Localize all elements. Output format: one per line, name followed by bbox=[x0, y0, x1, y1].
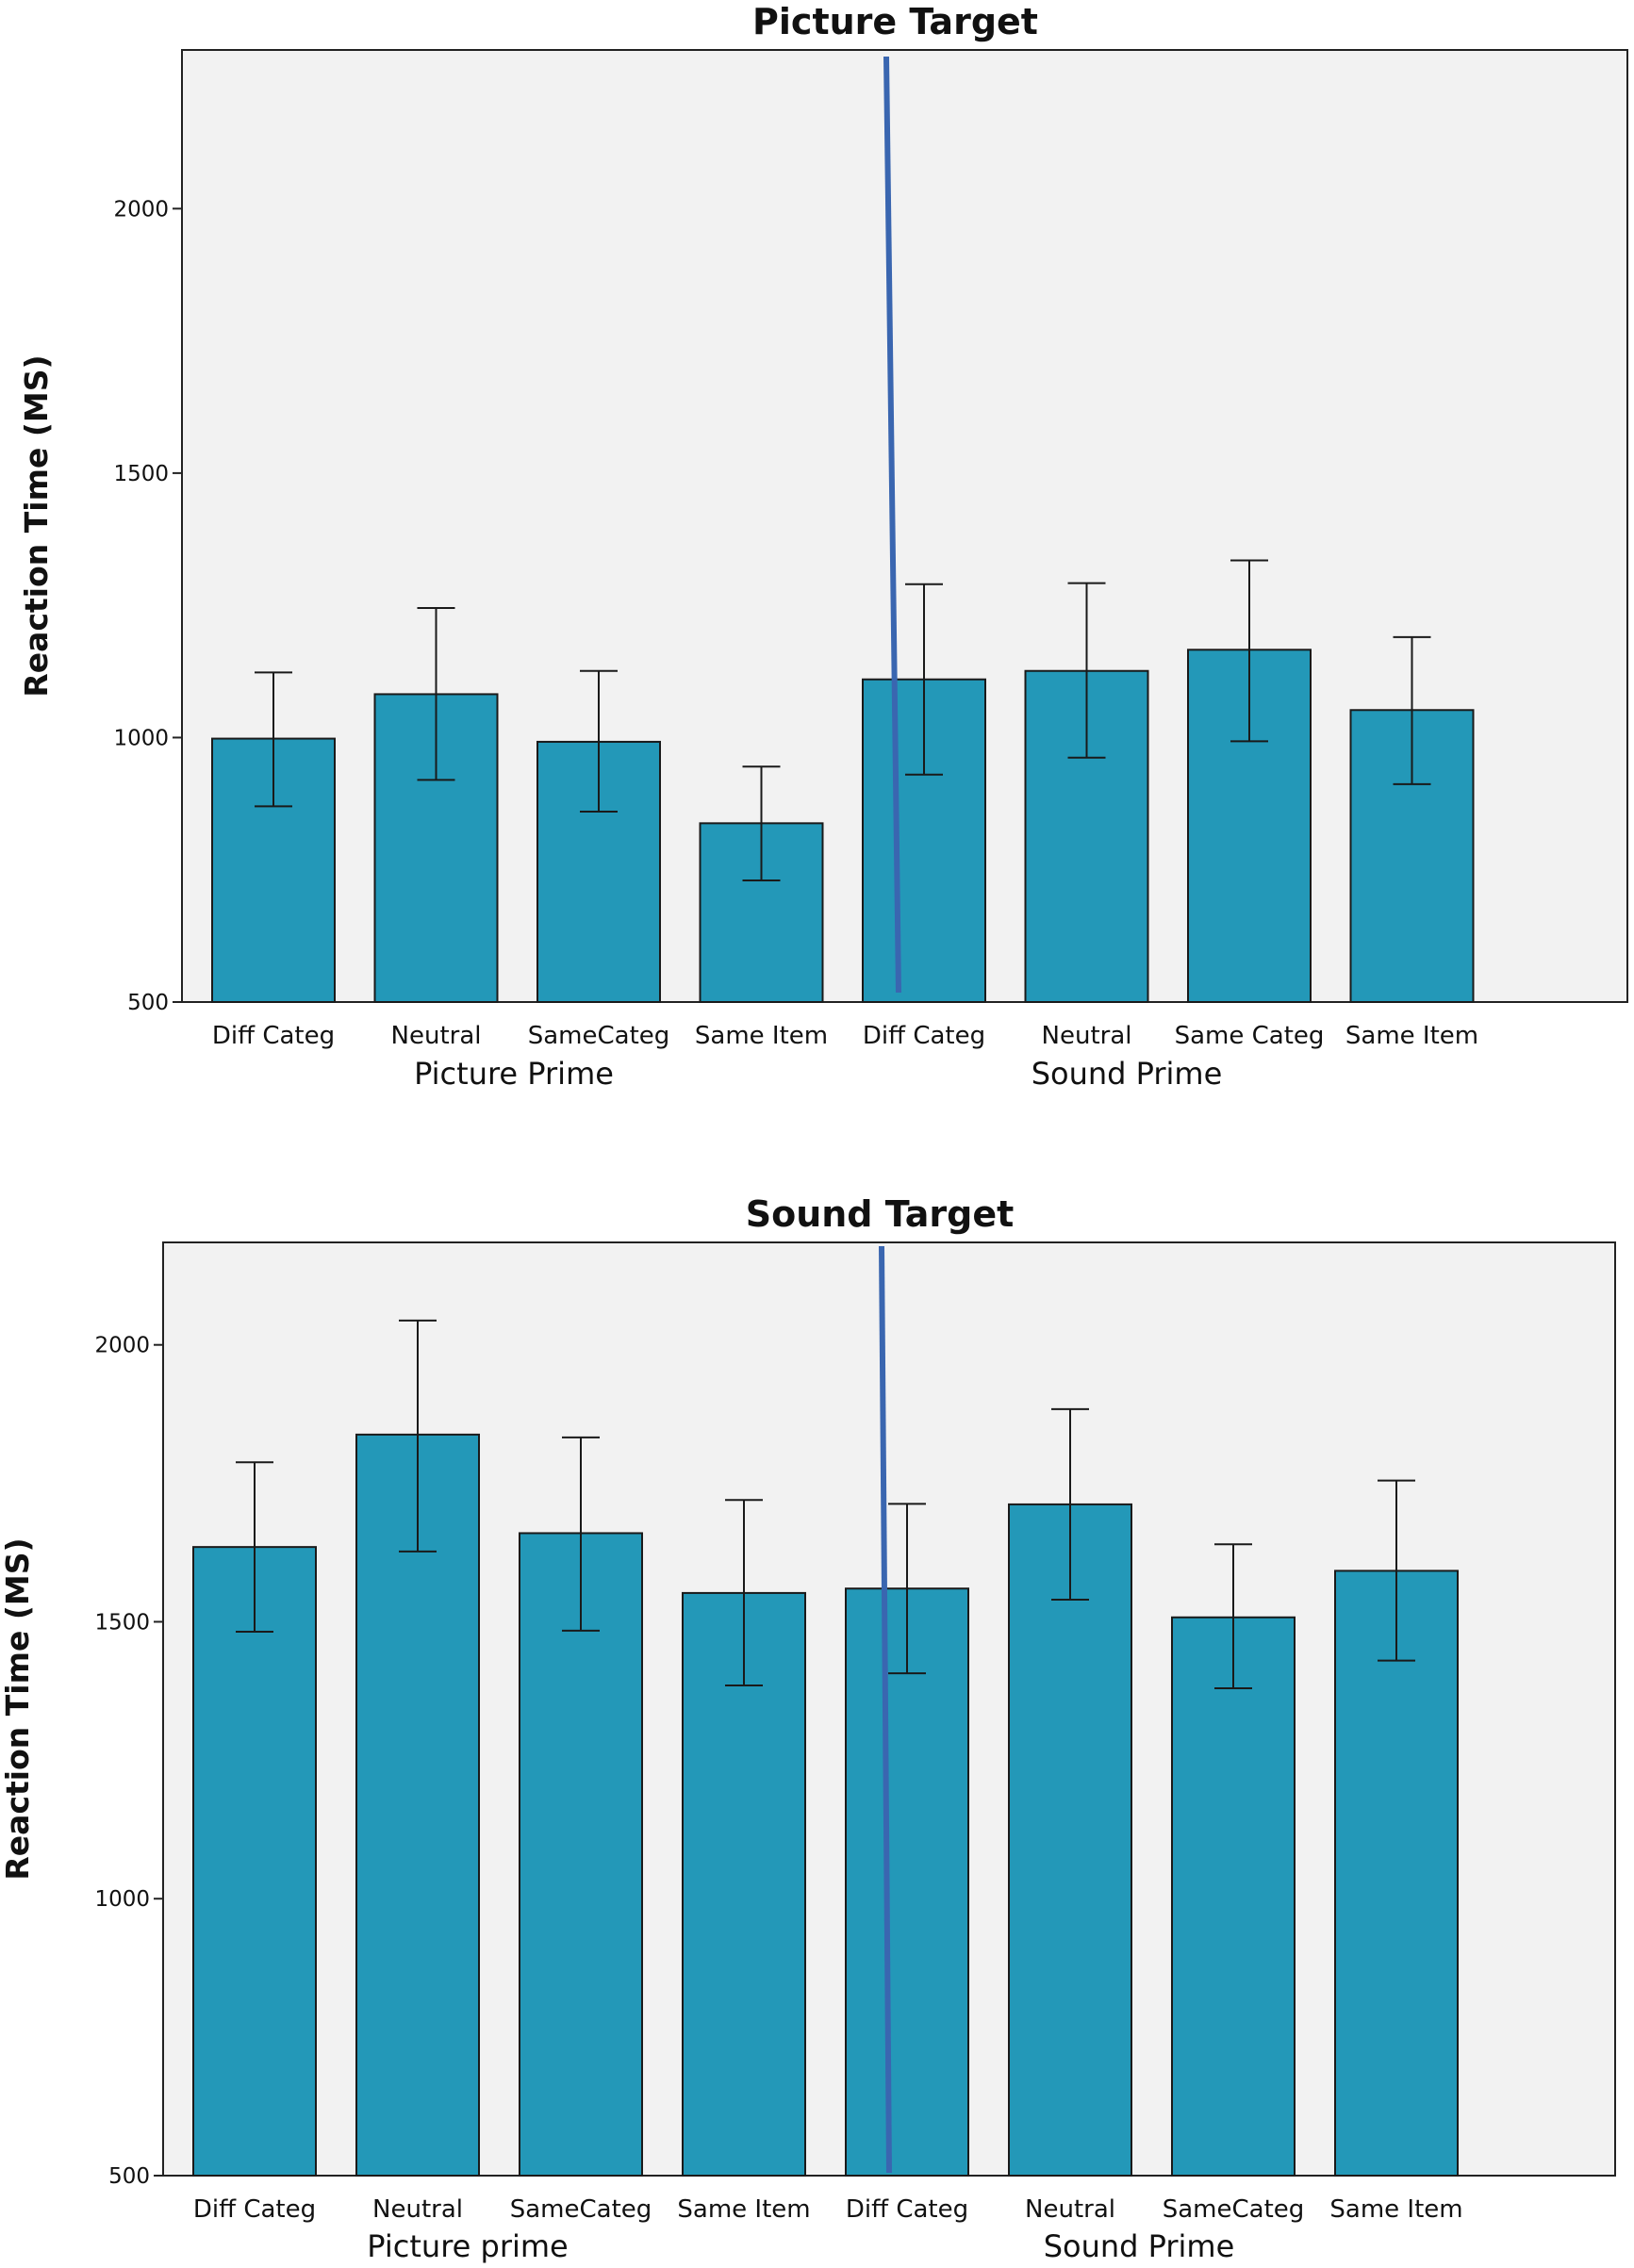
y-tick-label: 1500 bbox=[113, 462, 169, 486]
bar bbox=[682, 1591, 806, 2178]
group-label: Sound Prime bbox=[1032, 1056, 1223, 1092]
group-label: Sound Prime bbox=[1044, 2228, 1235, 2264]
bar bbox=[1008, 1503, 1132, 2177]
bar bbox=[519, 1532, 643, 2178]
bar bbox=[192, 1546, 317, 2177]
x-tick-label: Neutral bbox=[391, 1022, 482, 1050]
x-tick-label: SameCateg bbox=[528, 1022, 670, 1050]
sound-target-chart: Sound Target Reaction Time (MS) 500 1000 1… bbox=[0, 1193, 1616, 2264]
x-tick-label: Same Item bbox=[695, 1022, 828, 1050]
y-axis-label: Reaction Time (MS) bbox=[18, 354, 55, 697]
x-tick-label: SameCateg bbox=[1163, 2195, 1305, 2224]
x-tick-label: Neutral bbox=[1025, 2195, 1115, 2224]
x-tick-label: Same Item bbox=[1345, 1022, 1478, 1050]
bar bbox=[845, 1587, 969, 2177]
x-tick-label: Same Categ bbox=[1175, 1022, 1325, 1050]
x-tick-label: Diff Categ bbox=[212, 1022, 335, 1050]
x-tick-label: Same Item bbox=[677, 2195, 810, 2224]
x-tick-label: Diff Categ bbox=[846, 2195, 968, 2224]
picture-target-chart: Picture Target Reaction Time (MS) 500 100… bbox=[18, 1, 1628, 1092]
y-tick-label: 1000 bbox=[113, 726, 169, 750]
x-tick-label: Diff Categ bbox=[863, 1022, 985, 1050]
y-tick-label: 500 bbox=[127, 991, 169, 1015]
chart-marks: 500 1000 1500 2000 Diff Categ Neutral SameCate… bbox=[94, 1245, 1463, 2264]
x-tick-label: Same Item bbox=[1329, 2195, 1462, 2224]
chart-title: Picture Target bbox=[752, 1, 1038, 42]
x-tick-label: Neutral bbox=[1042, 1022, 1132, 1050]
x-tick-label: SameCateg bbox=[510, 2195, 652, 2224]
y-tick-label: 500 bbox=[108, 2164, 150, 2189]
y-axis-label: Reaction Time (MS) bbox=[0, 1537, 36, 1880]
x-tick-label: Neutral bbox=[372, 2195, 463, 2224]
y-tick-label: 1000 bbox=[94, 1887, 150, 1912]
group-divider bbox=[879, 1245, 892, 2174]
bar bbox=[1171, 1616, 1296, 2177]
y-tick-label: 2000 bbox=[113, 197, 169, 222]
chart-title: Sound Target bbox=[746, 1193, 1015, 1235]
y-tick-label: 2000 bbox=[94, 1334, 150, 1358]
y-tick-label: 1500 bbox=[94, 1610, 150, 1635]
group-divider bbox=[883, 56, 901, 994]
chart-marks: 500 1000 1500 2000 Diff Categ Neutral SameCate… bbox=[113, 56, 1478, 1092]
bar bbox=[355, 1433, 480, 2177]
bar bbox=[1334, 1570, 1459, 2178]
x-tick-label: Diff Categ bbox=[193, 2195, 316, 2224]
group-label: Picture Prime bbox=[414, 1056, 614, 1092]
group-label: Picture prime bbox=[367, 2228, 568, 2264]
